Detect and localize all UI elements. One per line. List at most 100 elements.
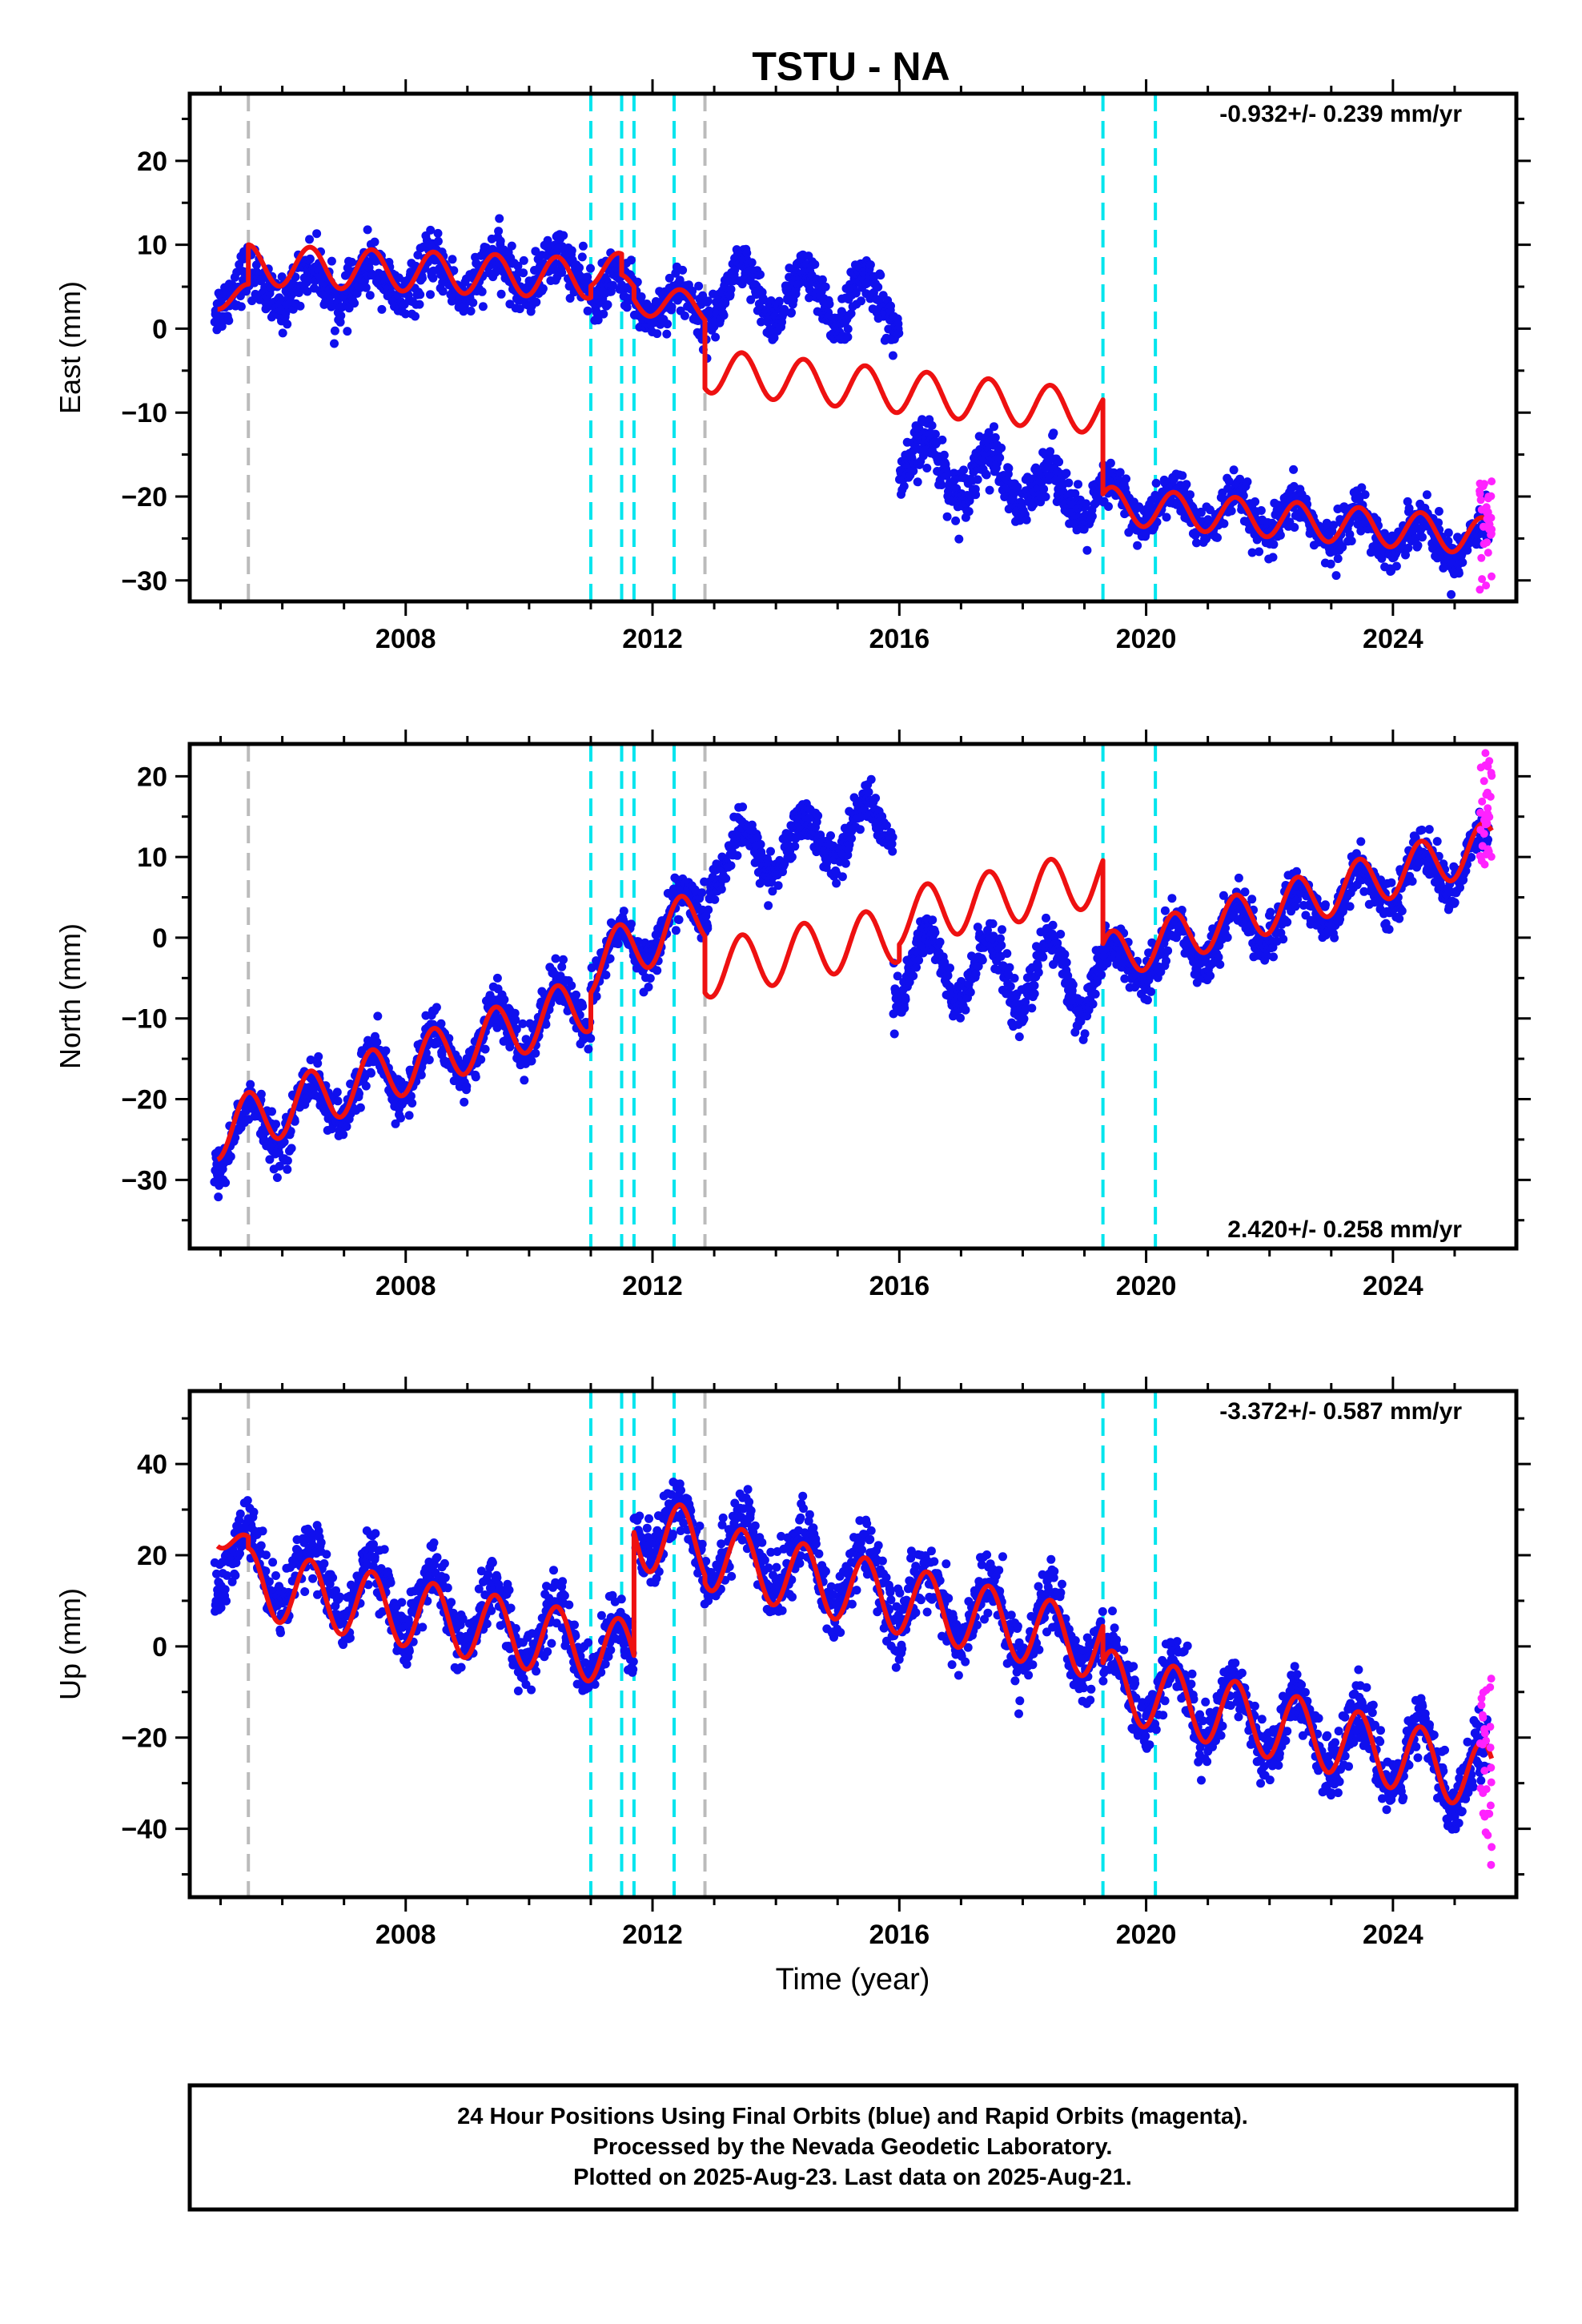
east-final-point-1501: [982, 470, 991, 480]
east-final-point-2321: [1403, 543, 1413, 553]
north-final-point-994: [721, 874, 731, 883]
east-final-point-141: [283, 320, 292, 329]
east-final-point-1625: [1046, 447, 1055, 456]
north-final-point-847: [645, 974, 655, 983]
north-final-point-1319: [888, 832, 897, 842]
north-final-point-1595: [1030, 989, 1039, 999]
north-final-point-2053: [1266, 907, 1275, 917]
east-final-point-1232: [843, 324, 853, 334]
east-final-point-1518: [990, 432, 1000, 442]
east-final-point-425: [428, 273, 438, 283]
east-final-point-2163: [1322, 518, 1331, 528]
east-final-point-774: [608, 280, 617, 290]
east-final-point-498: [466, 307, 476, 316]
east-final-point-726: [583, 306, 592, 316]
east-final-point-1063: [757, 317, 766, 327]
north-final-point-1359: [909, 971, 918, 981]
north-final-point-1470: [966, 987, 975, 997]
north-final-point-1004: [726, 861, 736, 870]
north-final-point-731: [586, 1034, 596, 1043]
north-final-point-1513: [988, 919, 998, 928]
east-final-point-2073: [1275, 530, 1285, 540]
north-final-point-663: [551, 954, 560, 963]
east-final-point-1994: [1235, 474, 1245, 484]
east-final-point-678: [559, 231, 568, 240]
east-final-point-709: [575, 263, 584, 272]
east-final-point-522: [478, 302, 488, 312]
east-final-point-297: [363, 225, 372, 235]
east-final-point-2406: [1447, 558, 1456, 568]
east-final-point-1441: [951, 516, 961, 525]
north-final-point-1285: [871, 794, 881, 803]
east-rapid-point-27: [1484, 549, 1492, 557]
north-final-point-317: [373, 1011, 383, 1021]
east-final-point-502: [468, 298, 478, 308]
north-final-point-1426: [943, 971, 953, 980]
north-final-point-973: [710, 895, 720, 904]
east-rapid-point-24: [1487, 529, 1496, 538]
east-final-point-1395: [927, 420, 937, 430]
north-final-point-378: [404, 1111, 414, 1120]
east-final-point-1295: [876, 271, 885, 280]
east-final-point-1851: [1162, 513, 1171, 522]
east-final-point-1341: [899, 481, 909, 491]
east-model-line: [215, 242, 1494, 555]
north-final-point-1724: [1097, 970, 1106, 979]
east-final-point-1257: [857, 296, 865, 306]
north-final-point-616: [527, 1056, 536, 1066]
north-final-point-897: [671, 926, 681, 935]
east-final-point-830: [636, 292, 646, 301]
east-final-point-822: [632, 277, 642, 287]
east-final-point-2231: [1357, 483, 1367, 493]
east-final-point-1122: [787, 308, 796, 317]
east-final-point-802: [622, 303, 632, 312]
north-final-point-156: [290, 1116, 299, 1126]
figure-title: TSTU - NA: [752, 44, 950, 89]
north-final-point-316: [372, 1037, 382, 1047]
east-final-point-2270: [1377, 553, 1387, 563]
east-final-point-2100: [1290, 523, 1299, 532]
north-final-point-1342: [900, 1003, 909, 1013]
east-final-point-756: [599, 309, 608, 319]
east-final-point-695: [567, 246, 576, 255]
east-final-point-1973: [1224, 476, 1234, 486]
north-final-point-2086: [1283, 918, 1292, 927]
east-final-point-1506: [984, 428, 994, 437]
east-final-point-258: [343, 327, 352, 336]
north-final-point-2229: [1356, 837, 1366, 846]
east-final-point-929: [688, 287, 697, 296]
east-final-point-1656: [1062, 468, 1071, 478]
north-final-point-2160: [1321, 900, 1330, 910]
north-final-point-122: [272, 1173, 282, 1182]
east-final-point-1616: [1041, 492, 1050, 501]
north-final-point-1411: [935, 937, 945, 947]
east-final-point-1982: [1229, 465, 1239, 475]
east-y-tick-label--30: −30: [121, 566, 167, 597]
east-final-point-180: [303, 287, 312, 296]
east-final-point-941: [694, 281, 704, 291]
east-final-point-2358: [1422, 490, 1431, 500]
east-rapid-point-26: [1487, 492, 1496, 501]
east-final-point-325: [377, 304, 387, 314]
north-final-point-1450: [956, 1013, 965, 1023]
east-final-point-578: [507, 241, 516, 251]
east-final-point-198: [312, 229, 322, 239]
east-final-point-1978: [1227, 506, 1236, 516]
east-final-point-245: [336, 311, 346, 320]
east-final-point-2193: [1338, 542, 1347, 552]
east-final-point-885: [665, 273, 674, 283]
north-final-point-40: [231, 1133, 240, 1143]
north-final-point-743: [592, 991, 601, 1001]
north-final-point-240: [333, 1096, 343, 1106]
north-final-point-1255: [855, 825, 865, 834]
east-final-point-1612: [1039, 485, 1049, 494]
east-final-point-1707: [1087, 512, 1097, 521]
east-final-point-302: [365, 291, 375, 300]
east-final-point-228: [327, 256, 336, 266]
north-final-point-903: [674, 915, 684, 924]
east-final-point-860: [652, 329, 662, 339]
north-final-point-1617: [1042, 913, 1050, 923]
east-y-tick-label--20: −20: [121, 482, 167, 513]
